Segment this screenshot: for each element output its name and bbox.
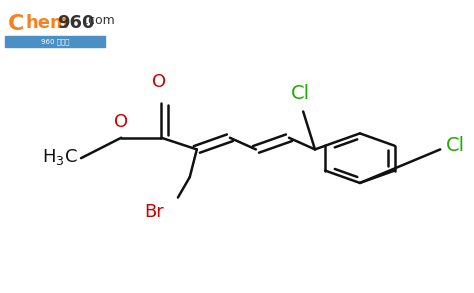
Text: Cl: Cl (291, 84, 310, 103)
Text: Cl: Cl (446, 136, 465, 154)
Text: .com: .com (85, 14, 116, 27)
Text: 960 化工网: 960 化工网 (41, 38, 69, 45)
Text: 960: 960 (57, 14, 95, 32)
Text: O: O (152, 73, 166, 91)
Text: Br: Br (144, 203, 164, 222)
Text: O: O (114, 113, 128, 131)
Text: C: C (8, 14, 24, 34)
Bar (5, 36, 105, 47)
Text: hem: hem (25, 14, 69, 32)
Text: H$_3$C: H$_3$C (42, 147, 78, 167)
